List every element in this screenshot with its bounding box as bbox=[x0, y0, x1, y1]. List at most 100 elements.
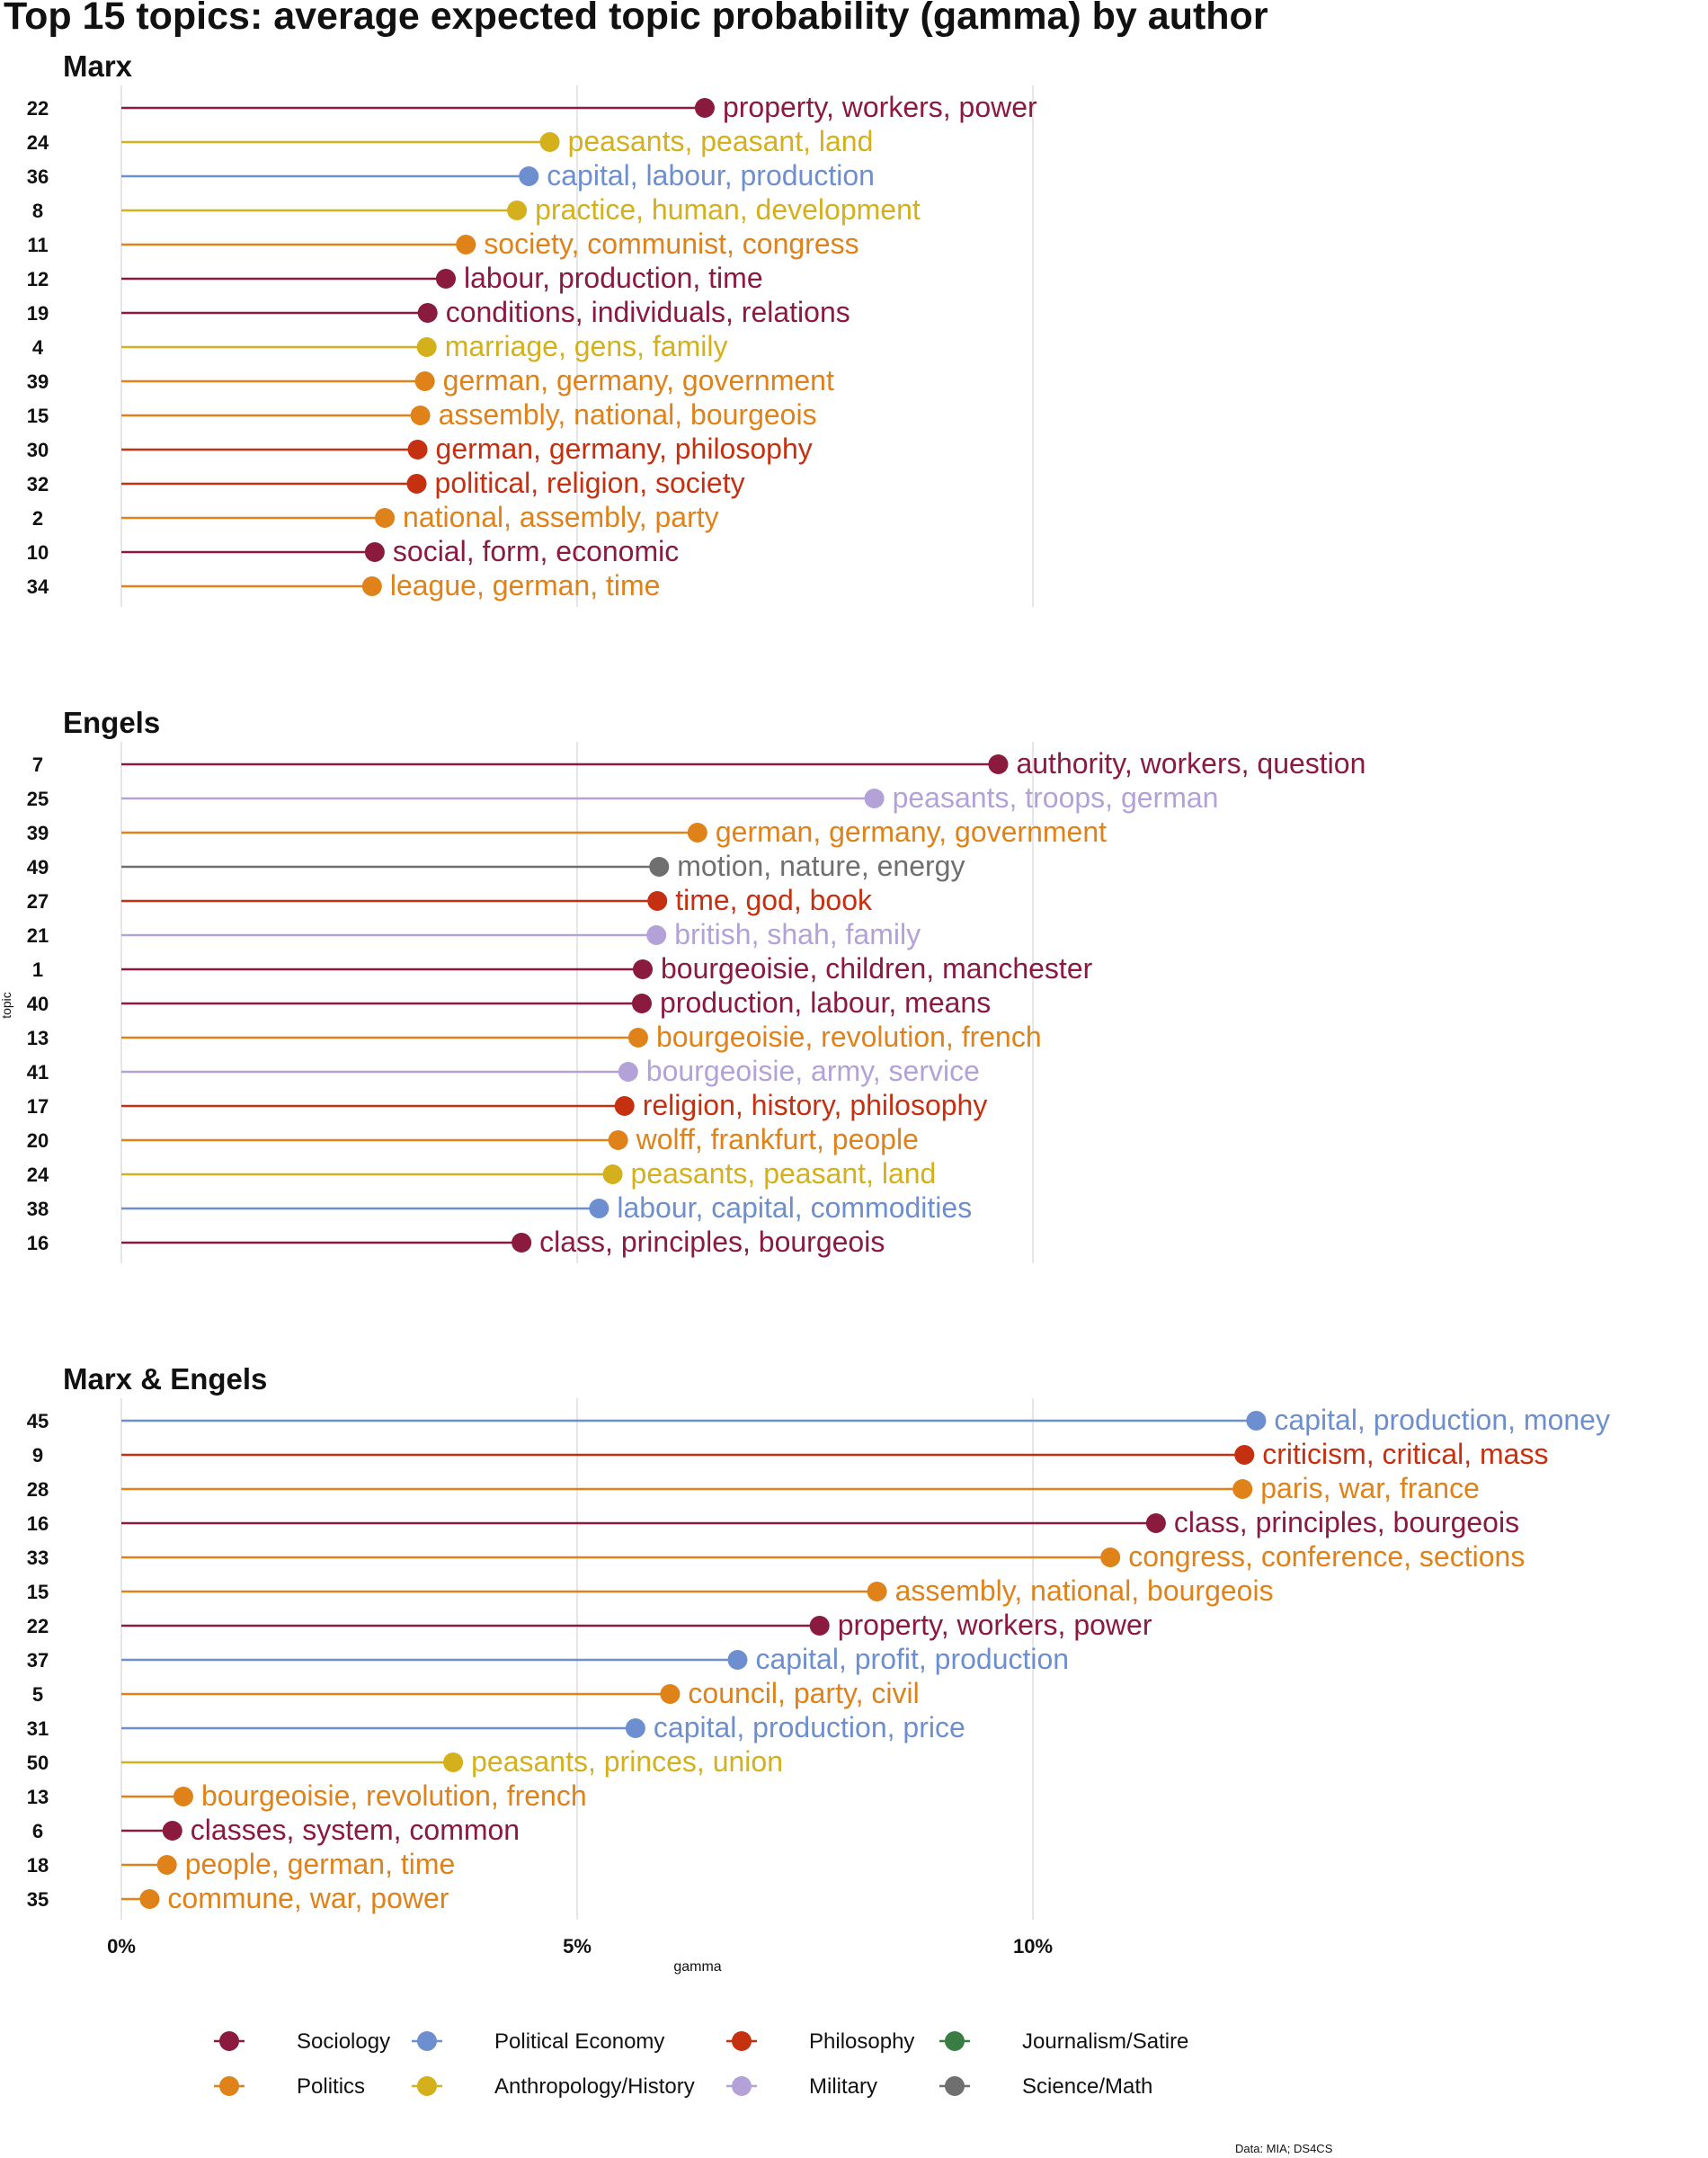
data-label: bourgeoisie, revolution, french bbox=[656, 1021, 1042, 1053]
data-label: political, religion, society bbox=[435, 467, 745, 499]
legend-item: Journalism/Satire bbox=[939, 2029, 1188, 2054]
topic-tick-label: 24 bbox=[27, 131, 49, 154]
lollipop-point bbox=[694, 98, 715, 118]
lollipop-point bbox=[809, 1616, 830, 1636]
data-label: british, shah, family bbox=[674, 918, 921, 950]
data-label: german, germany, government bbox=[716, 816, 1107, 848]
topic-tick-label: 21 bbox=[27, 924, 49, 947]
topic-tick-label: 19 bbox=[27, 302, 49, 325]
lollipop-point bbox=[407, 440, 428, 459]
data-label: society, communist, congress bbox=[484, 227, 858, 260]
data-label: congress, conference, sections bbox=[1128, 1540, 1525, 1573]
data-label: national, assembly, party bbox=[403, 501, 719, 533]
lollipop-point bbox=[443, 1752, 464, 1772]
panel-title: Marx & Engels bbox=[63, 1362, 267, 1396]
topic-tick-label: 31 bbox=[27, 1717, 49, 1740]
topic-tick-label: 4 bbox=[32, 336, 44, 359]
data-label: bourgeoisie, army, service bbox=[646, 1055, 980, 1087]
legend-item: Political Economy bbox=[412, 2029, 664, 2054]
topic-tick-label: 5 bbox=[32, 1683, 43, 1706]
data-label: council, party, civil bbox=[688, 1677, 919, 1709]
legend-key-point bbox=[945, 2076, 965, 2096]
topic-tick-label: 38 bbox=[27, 1198, 49, 1220]
panel-title: Engels bbox=[63, 706, 160, 739]
data-label: marriage, gens, family bbox=[445, 330, 728, 362]
topic-tick-label: 25 bbox=[27, 788, 49, 810]
topic-tick-label: 22 bbox=[27, 1615, 49, 1637]
topic-tick-label: 50 bbox=[27, 1752, 49, 1774]
topic-tick-label: 33 bbox=[27, 1547, 49, 1569]
legend-label: Anthropology/History bbox=[494, 2074, 695, 2099]
legend-key-point bbox=[219, 2031, 239, 2051]
lollipop-point bbox=[162, 1821, 182, 1841]
data-label: capital, production, money bbox=[1274, 1404, 1610, 1436]
lollipop-point bbox=[507, 201, 528, 220]
legend-item: Politics bbox=[214, 2074, 365, 2099]
lollipop-point bbox=[867, 1582, 887, 1601]
lollipop-point bbox=[631, 994, 652, 1013]
lollipop-point bbox=[589, 1199, 609, 1218]
lollipop-point bbox=[608, 1130, 628, 1150]
data-label: capital, profit, production bbox=[755, 1643, 1069, 1675]
data-label: capital, labour, production bbox=[547, 159, 875, 192]
lollipop-point bbox=[456, 235, 476, 254]
topic-tick-label: 1 bbox=[32, 959, 43, 981]
lollipop-point bbox=[417, 303, 438, 323]
topic-tick-label: 8 bbox=[32, 200, 43, 222]
legend-label: Science/Math bbox=[1022, 2074, 1152, 2099]
legend-item: Military bbox=[726, 2074, 877, 2099]
lollipop-point bbox=[416, 337, 437, 357]
legend-key-point bbox=[219, 2076, 239, 2096]
legend-key-point bbox=[417, 2031, 437, 2051]
data-label: practice, human, development bbox=[535, 193, 921, 226]
legend-label: Journalism/Satire bbox=[1022, 2029, 1188, 2054]
lollipop-point bbox=[625, 1718, 645, 1738]
lollipop-point bbox=[435, 269, 456, 289]
y-axis-label: topic bbox=[0, 992, 13, 1019]
lollipop-point bbox=[646, 925, 667, 945]
topic-tick-label: 37 bbox=[27, 1649, 49, 1672]
data-label: labour, production, time bbox=[464, 262, 763, 294]
topic-tick-label: 15 bbox=[27, 1581, 49, 1603]
legend-item: Sociology bbox=[214, 2029, 390, 2054]
data-label: bourgeoisie, revolution, french bbox=[201, 1779, 587, 1812]
data-label: religion, history, philosophy bbox=[643, 1089, 988, 1121]
x-tick-label: 5% bbox=[563, 1935, 592, 1957]
data-label: social, form, economic bbox=[393, 535, 679, 567]
data-label: people, german, time bbox=[185, 1848, 456, 1880]
topic-tick-label: 6 bbox=[32, 1820, 43, 1842]
data-label: german, germany, philosophy bbox=[436, 432, 813, 465]
topic-tick-label: 18 bbox=[27, 1854, 49, 1877]
topic-tick-label: 40 bbox=[27, 993, 49, 1015]
topic-tick-label: 17 bbox=[27, 1095, 49, 1118]
topic-tick-label: 22 bbox=[27, 97, 49, 120]
topic-tick-label: 45 bbox=[27, 1410, 49, 1432]
lollipop-point bbox=[361, 576, 382, 596]
legend-item: Science/Math bbox=[939, 2074, 1152, 2099]
lollipop-point bbox=[618, 1062, 638, 1082]
panel-marx-engels: Marx & Engels 45 capital, production, mone… bbox=[27, 1362, 1610, 1920]
legend-label: Politics bbox=[297, 2074, 365, 2099]
lollipop-point bbox=[1232, 1479, 1253, 1499]
legend-label: Philosophy bbox=[809, 2029, 914, 2054]
lollipop-point bbox=[375, 508, 396, 528]
data-label: wolff, frankfurt, people bbox=[636, 1123, 919, 1155]
panel-engels: Engels 7 authority, workers, question 25 pea… bbox=[27, 706, 1366, 1263]
legend-key-point bbox=[945, 2031, 965, 2051]
x-tick-label: 10% bbox=[1013, 1935, 1053, 1957]
legend-label: Military bbox=[809, 2074, 877, 2099]
topic-tick-label: 2 bbox=[32, 507, 43, 530]
data-label: classes, system, common bbox=[191, 1814, 520, 1846]
topic-tick-label: 16 bbox=[27, 1232, 49, 1254]
data-label: production, labour, means bbox=[660, 986, 991, 1019]
topic-tick-label: 24 bbox=[27, 1164, 49, 1186]
lollipop-point bbox=[614, 1096, 635, 1116]
x-axis-ticks: 0% 5% 10% bbox=[107, 1935, 1053, 1957]
topic-tick-label: 39 bbox=[27, 370, 49, 393]
legend: Sociology Political Economy Philosophy Jour… bbox=[214, 2029, 1188, 2099]
topic-tick-label: 9 bbox=[32, 1444, 43, 1467]
data-label: authority, workers, question bbox=[1016, 747, 1366, 780]
